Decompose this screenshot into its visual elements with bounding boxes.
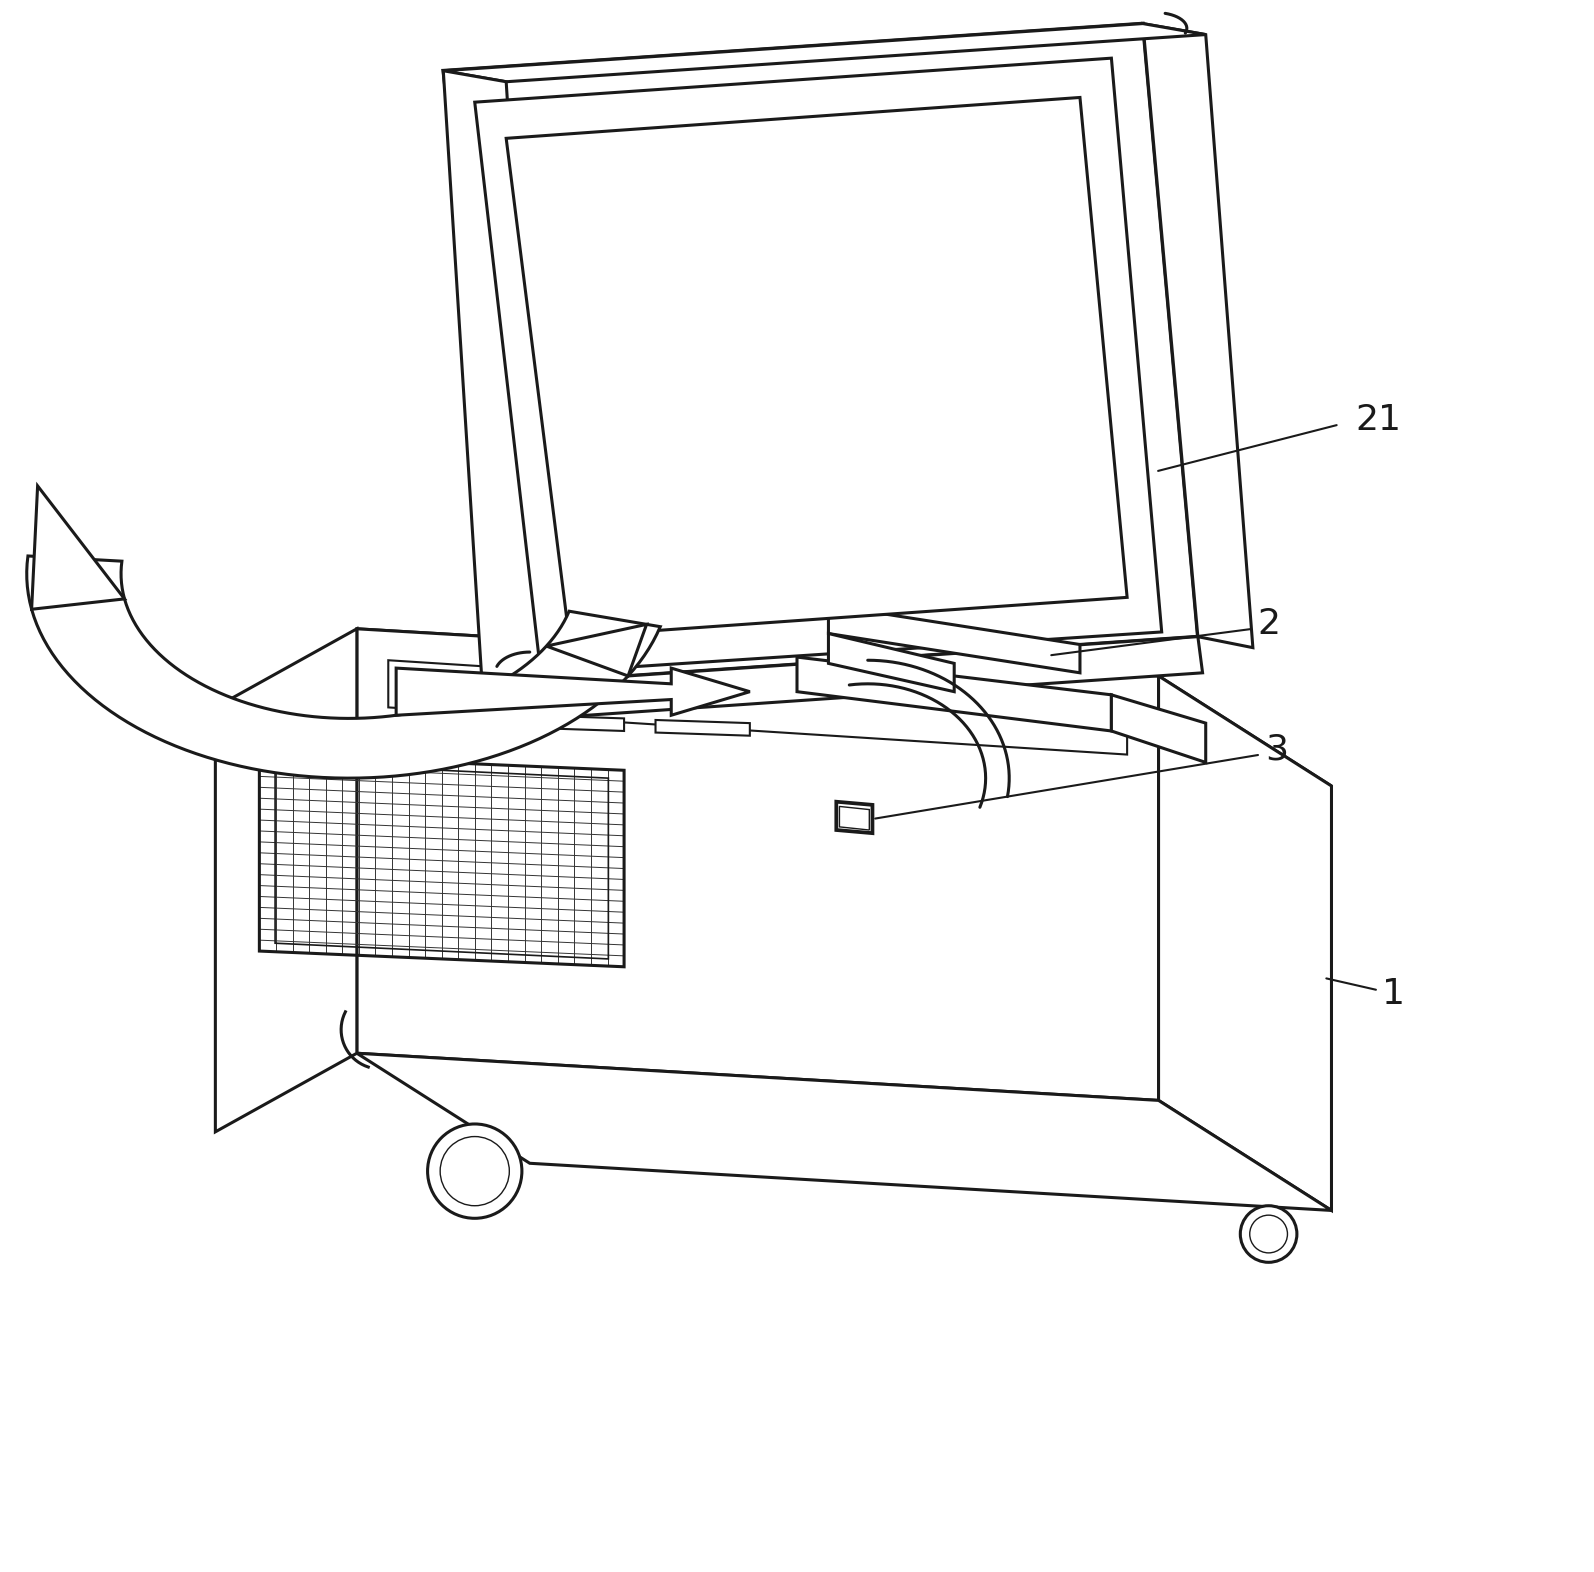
Polygon shape	[1111, 695, 1205, 762]
Text: 21: 21	[1355, 402, 1401, 437]
Polygon shape	[357, 629, 1159, 1100]
Polygon shape	[513, 637, 1202, 720]
Polygon shape	[1159, 676, 1331, 1210]
Circle shape	[1250, 1215, 1288, 1253]
Polygon shape	[443, 24, 1205, 82]
Polygon shape	[507, 97, 1127, 637]
Circle shape	[440, 1137, 510, 1206]
Polygon shape	[215, 629, 357, 1132]
Polygon shape	[840, 806, 869, 830]
Polygon shape	[655, 720, 749, 736]
Text: 2: 2	[1258, 607, 1280, 641]
Polygon shape	[443, 24, 1197, 684]
Polygon shape	[529, 715, 625, 731]
Polygon shape	[797, 657, 1111, 731]
Polygon shape	[397, 668, 749, 715]
Polygon shape	[389, 660, 1127, 755]
Polygon shape	[32, 486, 124, 610]
Polygon shape	[547, 624, 647, 676]
Polygon shape	[829, 634, 955, 692]
Circle shape	[1240, 1206, 1298, 1262]
Polygon shape	[357, 1053, 1331, 1210]
Polygon shape	[829, 605, 1081, 673]
Polygon shape	[357, 629, 1331, 786]
Polygon shape	[475, 58, 1162, 673]
Polygon shape	[27, 556, 660, 778]
Polygon shape	[443, 71, 545, 698]
Circle shape	[427, 1124, 521, 1218]
Text: 3: 3	[1266, 733, 1288, 767]
Polygon shape	[837, 802, 872, 833]
Text: 1: 1	[1382, 976, 1404, 1011]
Polygon shape	[1143, 24, 1253, 648]
